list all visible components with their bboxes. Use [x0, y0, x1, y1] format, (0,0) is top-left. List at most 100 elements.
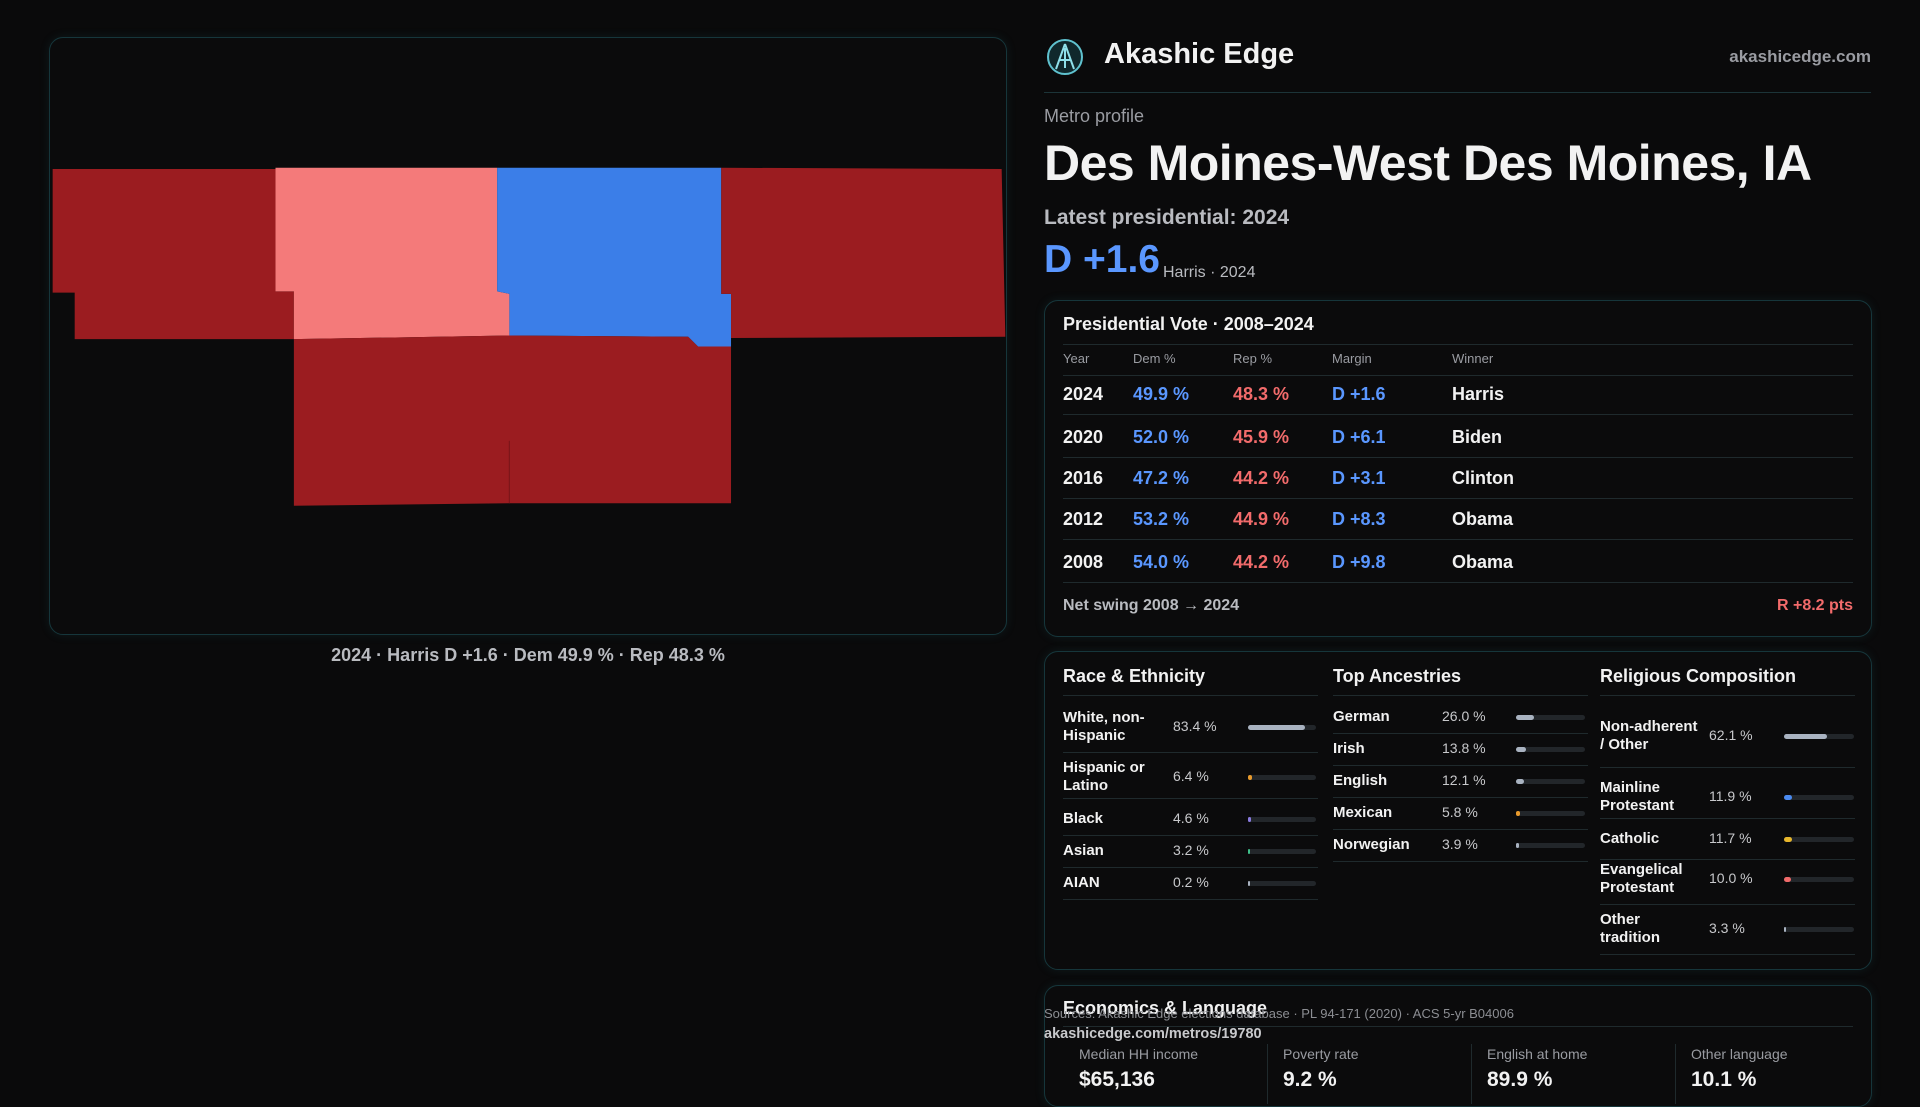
table-cell: 48.3 % [1233, 384, 1290, 404]
bar-track [1516, 747, 1585, 752]
table-cell: D +9.8 [1332, 552, 1386, 572]
divider [1600, 954, 1855, 955]
county [293, 335, 732, 506]
table-cell: 2012 [1063, 509, 1104, 529]
bar-track [1248, 817, 1316, 822]
stat-value: 89.9 % [1487, 1068, 1553, 1091]
row-value: 11.9 % [1709, 788, 1752, 804]
table-cell: 2020 [1063, 427, 1104, 447]
bar [1784, 795, 1793, 800]
bar-track [1784, 877, 1854, 882]
row-label: German [1333, 708, 1390, 725]
divider [1063, 835, 1318, 836]
table-cell: 2016 [1063, 468, 1104, 488]
divider [1600, 695, 1855, 696]
table-cell: D +6.1 [1332, 427, 1386, 447]
row-label: Mexican [1333, 804, 1393, 821]
card-title: Religious Composition [1600, 666, 1796, 686]
bar [1516, 843, 1519, 848]
county [497, 167, 732, 347]
table-cell: Harris [1452, 384, 1505, 404]
divider [1063, 414, 1853, 415]
row-value: 12.1 % [1442, 772, 1486, 788]
stat-label: Poverty rate [1283, 1046, 1359, 1062]
presidential-card: Presidential Vote · 2008–2024 Net swing … [1044, 300, 1872, 637]
row-value: 3.9 % [1442, 836, 1478, 852]
stat-value: 9.2 % [1283, 1068, 1337, 1091]
metro-title: Des Moines-West Des Moines, IA [1044, 135, 1812, 191]
table-cell: 53.2 % [1133, 509, 1190, 529]
column-header: Winner [1452, 351, 1494, 366]
row-label: Evangelical Protestant [1600, 861, 1683, 896]
divider [1063, 867, 1318, 868]
kicker: Metro profile [1044, 106, 1145, 126]
row-label: Non-adherent / Other [1600, 718, 1698, 753]
card-title: Top Ancestries [1333, 666, 1462, 686]
row-value: 83.4 % [1173, 718, 1217, 734]
table-cell: Obama [1452, 509, 1514, 529]
divider [1333, 695, 1588, 696]
bar-track [1784, 795, 1854, 800]
divider [1333, 861, 1588, 862]
row-value: 26.0 % [1442, 708, 1486, 724]
row-label: Black [1063, 810, 1104, 827]
divider [1063, 798, 1318, 799]
table-cell: Biden [1452, 427, 1503, 447]
row-value: 13.8 % [1442, 740, 1486, 756]
row-value: 6.4 % [1173, 768, 1209, 784]
bar-track [1248, 881, 1316, 886]
row-value: 5.8 % [1442, 804, 1478, 820]
table-cell: Clinton [1452, 468, 1514, 488]
divider [1267, 1044, 1268, 1104]
divider [1063, 344, 1853, 345]
table-cell: D +8.3 [1332, 509, 1386, 529]
table-cell: 44.2 % [1233, 468, 1290, 488]
bar [1516, 715, 1534, 720]
table-cell: 2008 [1063, 552, 1104, 572]
card-title: Presidential Vote · 2008–2024 [1063, 314, 1314, 334]
divider [1333, 765, 1588, 766]
source-url[interactable]: akashicedge.com/metros/19780 [1044, 1026, 1262, 1042]
divider [1600, 859, 1855, 860]
bar-track [1248, 849, 1316, 854]
divider [1063, 1026, 1853, 1027]
divider [1600, 818, 1855, 819]
bar-track [1516, 811, 1585, 816]
latest-margin: D +1.6 [1044, 238, 1160, 281]
bar [1248, 849, 1251, 854]
divider [1600, 766, 1855, 768]
table-cell: Obama [1452, 552, 1514, 572]
row-value: 11.7 % [1709, 830, 1752, 846]
bar [1784, 837, 1793, 842]
table-cell: 2024 [1063, 384, 1104, 404]
column-header: Margin [1332, 351, 1372, 366]
divider [1063, 899, 1318, 900]
economics-card: Economics & Language Median HH income $65… [1044, 985, 1872, 1107]
table-cell: 54.0 % [1133, 552, 1190, 572]
table-cell: 45.9 % [1233, 427, 1290, 447]
table-cell: 44.9 % [1233, 509, 1290, 529]
page-body: 2024 · Harris D +1.6 · Dem 49.9 % · Rep … [49, 37, 1872, 1107]
row-label: Norwegian [1333, 836, 1410, 853]
site-link[interactable]: akashicedge.com [1729, 47, 1871, 66]
row-label: AIAN [1063, 874, 1100, 891]
card-title: Race & Ethnicity [1063, 666, 1206, 686]
stat-value: 10.1 % [1691, 1068, 1757, 1091]
stat-label: Other language [1691, 1046, 1788, 1062]
divider [1063, 375, 1853, 376]
bar-track [1784, 927, 1854, 932]
bar-track [1248, 725, 1316, 730]
bar [1784, 927, 1787, 932]
row-value: 3.2 % [1173, 842, 1209, 858]
logo [1047, 39, 1083, 75]
map-caption: 2024 · Harris D +1.6 · Dem 49.9 % · Rep … [331, 645, 725, 665]
table-cell: D +1.6 [1332, 384, 1386, 404]
demographics-card: Race & Ethnicity White, non-Hispanic 83.4 … [1044, 651, 1872, 970]
swing-label: Net swing 2008 → 2024 [1063, 597, 1240, 614]
row-value: 0.2 % [1173, 874, 1209, 890]
row-label: English [1333, 772, 1388, 789]
bar [1248, 775, 1253, 780]
divider [1044, 92, 1871, 93]
divider [1600, 904, 1855, 905]
sources: Sources: Akashic Edge elections database… [1044, 1006, 1514, 1021]
